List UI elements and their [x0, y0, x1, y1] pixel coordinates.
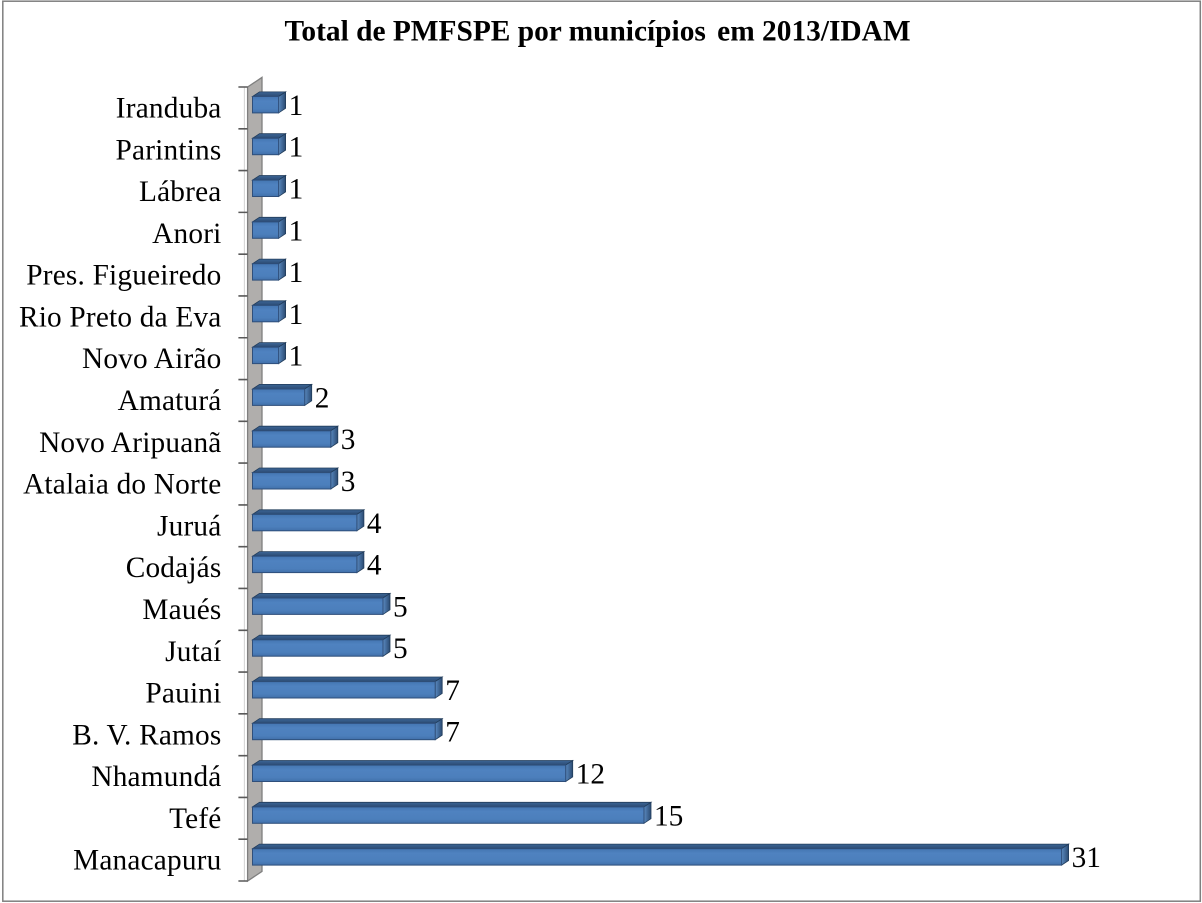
svg-text:1: 1 [289, 257, 304, 289]
svg-text:Novo Aripuanã: Novo Aripuanã [39, 427, 221, 459]
svg-text:Pauini: Pauini [145, 678, 221, 710]
svg-text:5: 5 [393, 633, 408, 665]
svg-text:3: 3 [341, 424, 356, 456]
svg-text:Atalaia do Norte: Atalaia do Norte [23, 469, 221, 501]
svg-text:31: 31 [1072, 842, 1101, 874]
svg-text:Juruá: Juruá [157, 510, 221, 542]
svg-text:1: 1 [289, 90, 304, 122]
svg-text:1: 1 [289, 174, 304, 206]
svg-text:7: 7 [445, 675, 460, 707]
svg-text:Pres. Figueiredo: Pres. Figueiredo [26, 260, 221, 292]
svg-text:7: 7 [445, 717, 460, 749]
svg-text:Jutaí: Jutaí [165, 636, 221, 668]
svg-text:1: 1 [289, 215, 304, 247]
svg-text:2: 2 [315, 382, 330, 414]
svg-text:Rio Preto da Eva: Rio Preto da Eva [19, 301, 222, 333]
svg-text:5: 5 [393, 591, 408, 623]
svg-text:4: 4 [367, 550, 382, 582]
svg-text:1: 1 [289, 341, 304, 373]
svg-text:Amaturá: Amaturá [118, 385, 222, 417]
svg-text:Lábrea: Lábrea [139, 176, 222, 208]
svg-text:Novo Airão: Novo Airão [82, 343, 222, 375]
svg-text:Total de PMFSPE por municípios: Total de PMFSPE por municípios em 2013/I… [285, 16, 911, 48]
svg-text:Parintins: Parintins [116, 134, 222, 166]
svg-text:4: 4 [367, 508, 382, 540]
svg-text:Maués: Maués [142, 594, 221, 626]
svg-text:Manacapuru: Manacapuru [73, 845, 222, 877]
svg-text:Anori: Anori [152, 218, 221, 250]
svg-text:15: 15 [654, 800, 683, 832]
svg-text:Tefé: Tefé [169, 803, 221, 835]
svg-text:B. V. Ramos: B. V. Ramos [72, 719, 221, 751]
svg-text:Nhamundá: Nhamundá [91, 761, 221, 793]
svg-text:1: 1 [289, 132, 304, 164]
svg-text:3: 3 [341, 466, 356, 498]
svg-text:12: 12 [576, 759, 605, 791]
svg-text:Iranduba: Iranduba [116, 93, 222, 125]
svg-text:Codajás: Codajás [126, 552, 222, 584]
svg-text:1: 1 [289, 299, 304, 331]
